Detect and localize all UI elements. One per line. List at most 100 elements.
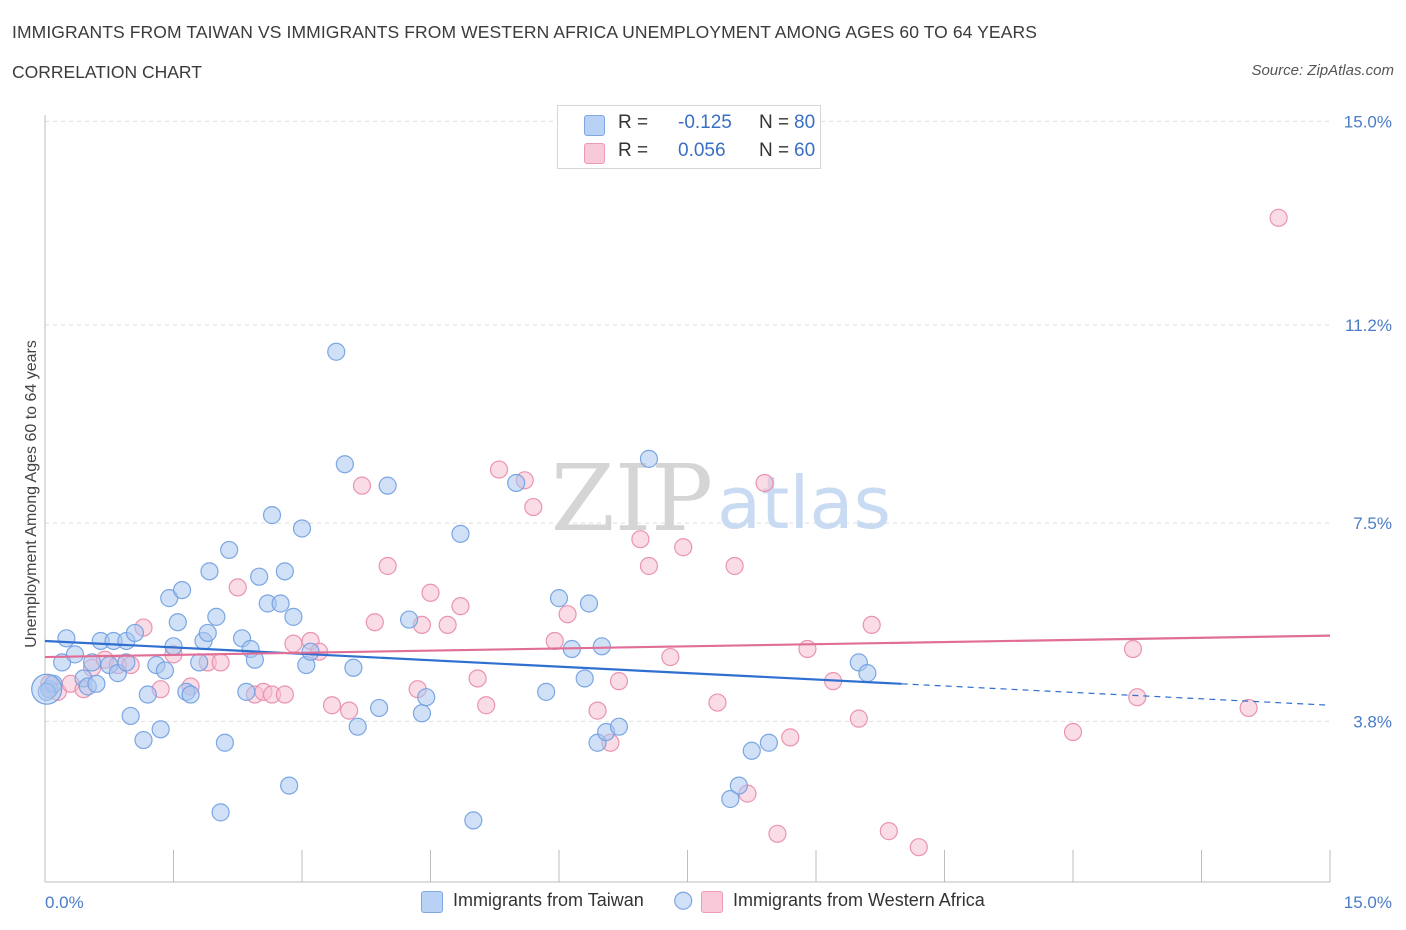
taiwan-point-2 [53,653,72,672]
western-africa-point-37 [545,631,564,651]
western-africa-point-44 [661,647,680,667]
western-africa-point-42 [631,530,650,549]
taiwan-point-17 [138,685,157,704]
taiwan-point-74 [759,733,778,752]
legend-n-label: N = [759,112,790,133]
western-africa-point-36 [524,497,543,517]
taiwan-point-69 [639,449,659,468]
taiwan-point-45 [292,519,312,538]
taiwan-point-29 [200,562,219,581]
taiwan-point-42 [275,562,294,581]
taiwan-point-48 [327,342,346,361]
taiwan-point-35 [237,682,256,701]
taiwan-point-66 [592,637,611,656]
y-tick-label-0: 3.8% [1353,712,1392,731]
legend-n-label: N = [759,140,790,161]
x-tick-label-max: 15.0% [1344,893,1392,912]
western-africa-point-25 [365,613,384,632]
correlation-legend: R = -0.125 N = 80 R = 0.056 N = 60 [557,105,821,169]
taiwan-point-63 [575,669,594,688]
western-africa-point-24 [352,476,372,495]
taiwan-point-58 [464,811,483,830]
taiwan-point-44 [284,607,303,626]
western-africa-point-41 [609,672,629,691]
western-africa-point-54 [849,709,868,728]
western-africa-point-57 [909,838,928,857]
western-africa-point-30 [438,615,457,635]
legend-n-value-western-africa: 60 [794,140,816,161]
bottom-legend-swatch-taiwan [421,891,443,913]
taiwan-trend-line [44,639,902,685]
taiwan-point-78 [87,674,106,693]
western-africa-point-43 [639,556,659,576]
western-africa-point-29 [421,583,440,602]
taiwan-point-28 [198,623,217,643]
taiwan-point-32 [215,733,234,752]
taiwan-point-31 [211,803,230,822]
taiwan-point-73 [742,741,761,760]
chart-title: IMMIGRANTS FROM TAIWAN VS IMMIGRANTS FRO… [12,22,1037,42]
western-africa-point-55 [862,615,881,635]
western-africa-point-45 [674,538,693,557]
western-africa-point-39 [588,701,607,720]
western-africa-point-62 [1269,208,1288,227]
taiwan-point-76 [858,664,877,683]
western-africa-point-38 [558,605,577,624]
taiwan-point-16 [134,730,153,750]
watermark-zip: ZIP [551,445,713,552]
x-tick-label-min: 0.0% [45,893,84,912]
taiwan-point-57 [451,524,470,543]
taiwan-point-40 [262,506,282,525]
taiwan-point-49 [335,455,354,474]
western-africa-point-13 [211,653,230,672]
y-tick-label-1: 7.5% [1353,514,1392,533]
y-axis-label: Unemployment Among Ages 60 to 64 years [23,340,40,648]
series-western-africa-points [40,208,1288,857]
bottom-legend-label-western-africa: Immigrants from Western Africa [733,890,985,910]
legend-r-label: R = [618,140,649,161]
western-africa-point-52 [798,639,817,659]
bottom-legend-swatch-western-africa [701,891,723,913]
western-africa-point-51 [781,728,800,747]
taiwan-point-33 [220,540,239,560]
watermark-atlas: atlas [717,461,891,545]
taiwan-point-24 [172,580,192,600]
taiwan-point-60 [537,682,556,701]
taiwan-cluster-point [31,673,63,705]
taiwan-point-23 [168,613,187,632]
taiwan-point-53 [378,476,397,495]
tick-labels: 3.8% 7.5% 11.2% 15.0% 0.0% 15.0% [45,112,1392,912]
legend-r-label: R = [618,112,649,133]
legend-n-value-taiwan: 80 [794,112,816,133]
western-africa-point-49 [755,473,774,493]
taiwan-point-19 [151,720,170,739]
taiwan-point-79 [181,685,200,704]
western-africa-point-33 [477,696,496,715]
western-africa-trend-line [44,634,1331,659]
taiwan-point-21 [160,589,179,608]
source-credit: Source: ZipAtlas.com [1251,62,1394,79]
western-africa-point-61 [1239,698,1258,718]
y-tick-label-3: 15.0% [1344,112,1392,131]
legend-r-value-western-africa: 0.056 [678,140,726,161]
western-africa-point-58 [1063,722,1083,742]
western-africa-point-32 [468,669,487,688]
taiwan-point-54 [399,610,419,629]
western-africa-point-23 [340,701,359,720]
taiwan-point-52 [370,698,389,718]
legend-swatch-taiwan [584,115,605,136]
taiwan-point-71 [721,789,740,809]
western-africa-point-14 [228,578,247,597]
taiwan-point-4 [65,645,85,664]
taiwan-point-59 [507,473,526,493]
taiwan-point-43 [280,776,299,795]
western-africa-point-22 [322,696,342,715]
trend-lines [44,634,1331,706]
y-tick-label-2: 11.2% [1345,316,1392,335]
taiwan-point-41 [271,594,290,613]
taiwan-point-14 [121,706,140,726]
western-africa-point-47 [725,556,744,576]
taiwan-point-72 [729,776,749,795]
western-africa-point-50 [768,824,787,843]
